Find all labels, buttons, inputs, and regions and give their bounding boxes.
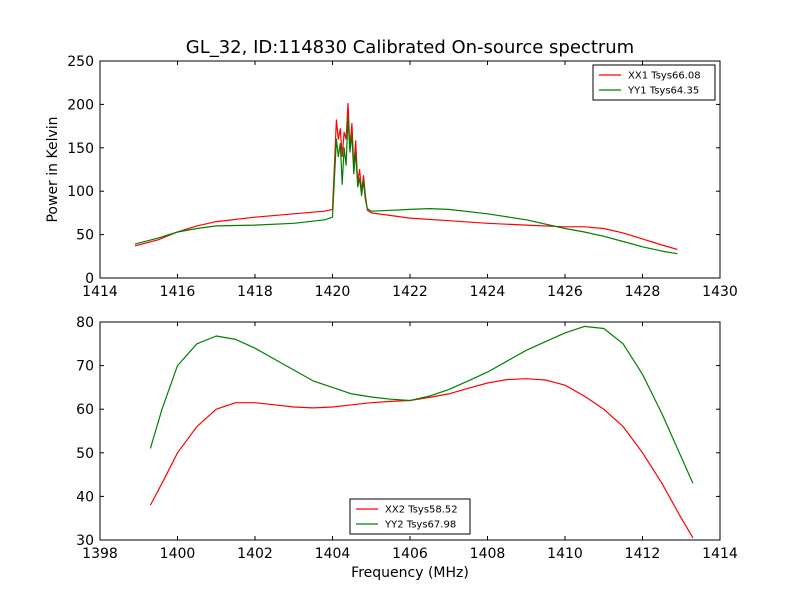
x-tick-label: 1414 [702,546,738,562]
y-axis-label: Power in Kelvin [45,116,61,222]
legend: XX1 Tsys66.08 YY1 Tsys64.35 [592,64,716,101]
x-tick-label: 1408 [470,546,506,562]
x-tick-label: 1430 [702,284,738,300]
y-tick-label: 30 [76,533,94,549]
x-tick-label: 1412 [625,546,661,562]
x-tick-label: 1406 [392,546,428,562]
x-tick-label: 1414 [82,284,118,300]
y-tick-label: 100 [67,184,94,200]
series-line-1 [149,378,694,539]
x-tick-label: 1404 [315,546,351,562]
y-tick-label: 60 [76,402,94,418]
y-tick-label: 0 [85,271,94,287]
y-tick-label: 200 [67,97,94,113]
legend-box [592,64,716,101]
x-tick-label: 1398 [82,546,118,562]
x-tick-label: 1422 [392,284,428,300]
x-tick-label: 1400 [160,546,196,562]
chart-title: GL_32, ID:114830 Calibrated On-source sp… [186,37,634,58]
x-tick-label: 1424 [470,284,506,300]
x-axis-label: Frequency (MHz) [351,565,469,581]
series-line-1 [134,102,678,250]
legend-box [349,498,471,535]
x-tick-label: 1410 [547,546,583,562]
x-tick-label: 1418 [237,284,273,300]
series-line-2 [149,325,694,484]
y-tick-label: 250 [67,54,94,70]
y-tick-label: 70 [76,359,94,375]
x-tick-label: 1416 [160,284,196,300]
x-tick-label: 1426 [547,284,583,300]
legend-label: YY2 Tsys67.98 [384,520,456,531]
x-tick-label: 1402 [237,546,273,562]
lower-panel: 1398 1400 1402 1404 1406 1408 1410 1412 1414 30 40… [76,315,738,562]
x-tick-label: 1420 [315,284,351,300]
series-line-2 [134,116,678,255]
upper-panel: 1414 1416 1418 1420 1422 1424 1426 1428 1430 0 50 1… [45,54,738,300]
y-tick-label: 150 [67,141,94,157]
y-tick-label: 40 [76,489,94,505]
x-tick-label: 1428 [625,284,661,300]
legend: XX2 Tsys58.52 YY2 Tsys67.98 [349,498,471,535]
y-tick-label: 80 [76,315,94,331]
legend-label: YY1 Tsys64.35 [627,86,699,97]
y-tick-label: 50 [76,446,94,462]
legend-label: XX2 Tsys58.52 [385,505,458,516]
legend-label: XX1 Tsys66.08 [628,71,701,82]
y-tick-label: 50 [76,228,94,244]
